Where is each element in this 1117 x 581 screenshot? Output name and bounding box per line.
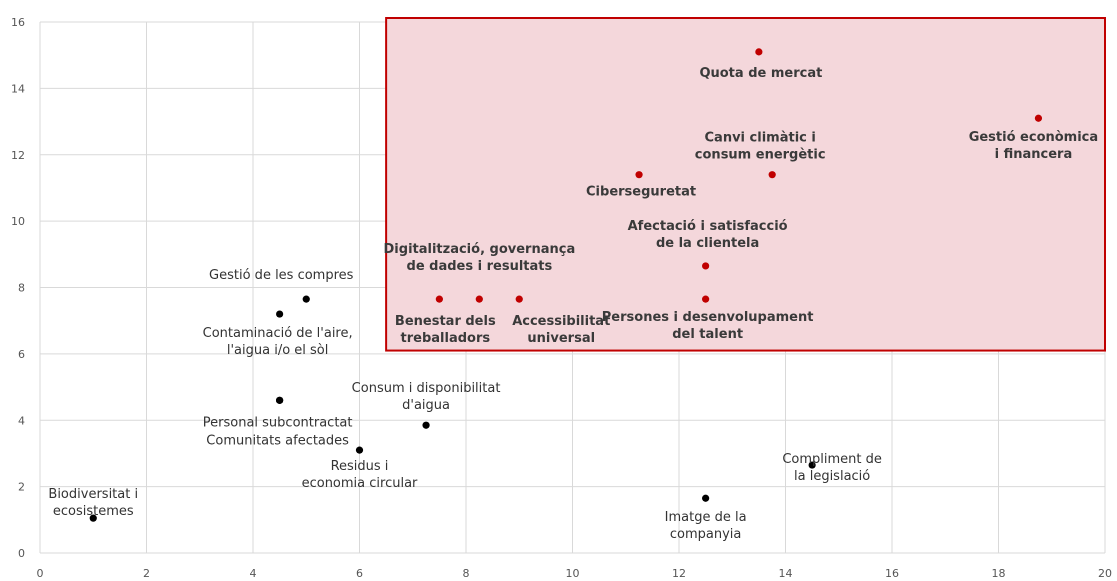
data-point [276,310,284,318]
x-tick-label: 10 [566,567,580,580]
highlighted-data-point [768,171,776,179]
point-label: Benestar dels [395,314,496,329]
highlighted-data-point [755,48,763,56]
point-label: d'aigua [402,398,450,413]
data-point [422,421,430,429]
x-tick-label: 2 [143,567,150,580]
highlight-region [385,17,1106,352]
highlighted-data-point [435,295,443,303]
x-tick-label: 4 [250,567,257,580]
y-tick-label: 6 [18,348,25,361]
y-tick-label: 2 [18,481,25,494]
point-label: Accessibilitat [512,314,610,329]
point-label: universal [527,331,595,346]
highlighted-data-point [1034,114,1043,122]
y-tick-label: 16 [11,16,25,29]
x-tick-label: 6 [356,567,363,580]
point-label: Ciberseguretat [586,185,696,200]
x-tick-label: 18 [992,567,1006,580]
x-tick-label: 20 [1098,567,1112,580]
point-label: i financera [995,147,1073,162]
x-tick-label: 8 [463,567,470,580]
y-tick-label: 14 [11,82,25,95]
point-label: Quota de mercat [699,66,822,81]
data-point [808,461,816,469]
y-tick-label: 0 [18,547,25,560]
point-label: Gestió econòmica [969,130,1098,145]
point-label: consum energètic [695,148,826,163]
point-label: Residus i [331,459,389,474]
data-points [89,48,1043,522]
data-point [702,494,710,502]
point-label: Comunitats afectades [206,433,349,448]
x-tick-label: 0 [37,567,44,580]
x-tick-label: 14 [779,567,793,580]
point-label: Digitalització, governança [384,242,576,257]
point-label: Contaminació de l'aire, [203,326,353,341]
point-label: Imatge de la [665,510,747,525]
highlighted-data-point [702,295,710,303]
x-tick-label: 16 [885,567,899,580]
axis-ticks: 0 2 4 6 8 10 12 14 16 18 20 0 2 4 6 8 10 12 14 16 [11,16,1112,580]
y-tick-label: 8 [18,282,25,295]
point-labels: Biodiversitat i ecosistemes Contaminació d… [48,66,1098,542]
point-label: l'aigua i/o el sòl [227,343,329,358]
data-point [89,514,97,522]
point-label: treballadors [401,331,491,346]
point-label: Persones i desenvolupament [602,310,814,325]
point-label: economia circular [302,476,418,491]
x-tick-label: 12 [672,567,686,580]
data-point [355,446,364,454]
point-label: ecosistemes [53,504,134,519]
highlighted-data-point [702,262,710,270]
point-label: de la clientela [656,236,759,251]
point-label: Personal subcontractat [203,415,353,430]
point-label: Compliment de [782,452,882,467]
highlighted-data-point [515,295,523,303]
point-label: Consum i disponibilitat [352,381,501,396]
point-label: Biodiversitat i [48,487,138,502]
point-label: Gestió de les compres [209,268,354,283]
point-label: de dades i resultats [407,259,553,274]
point-label: Canvi climàtic i [705,131,816,146]
highlighted-data-point [475,295,483,303]
highlighted-data-point [635,171,643,179]
data-point [276,396,284,404]
point-label: la legislació [794,469,870,484]
point-label: Afectació i satisfacció [628,219,788,234]
y-tick-label: 12 [11,149,25,162]
point-label: companyia [670,527,742,542]
y-tick-label: 10 [11,215,25,228]
data-point [302,295,310,303]
y-tick-label: 4 [18,414,25,427]
point-label: del talent [672,327,743,342]
